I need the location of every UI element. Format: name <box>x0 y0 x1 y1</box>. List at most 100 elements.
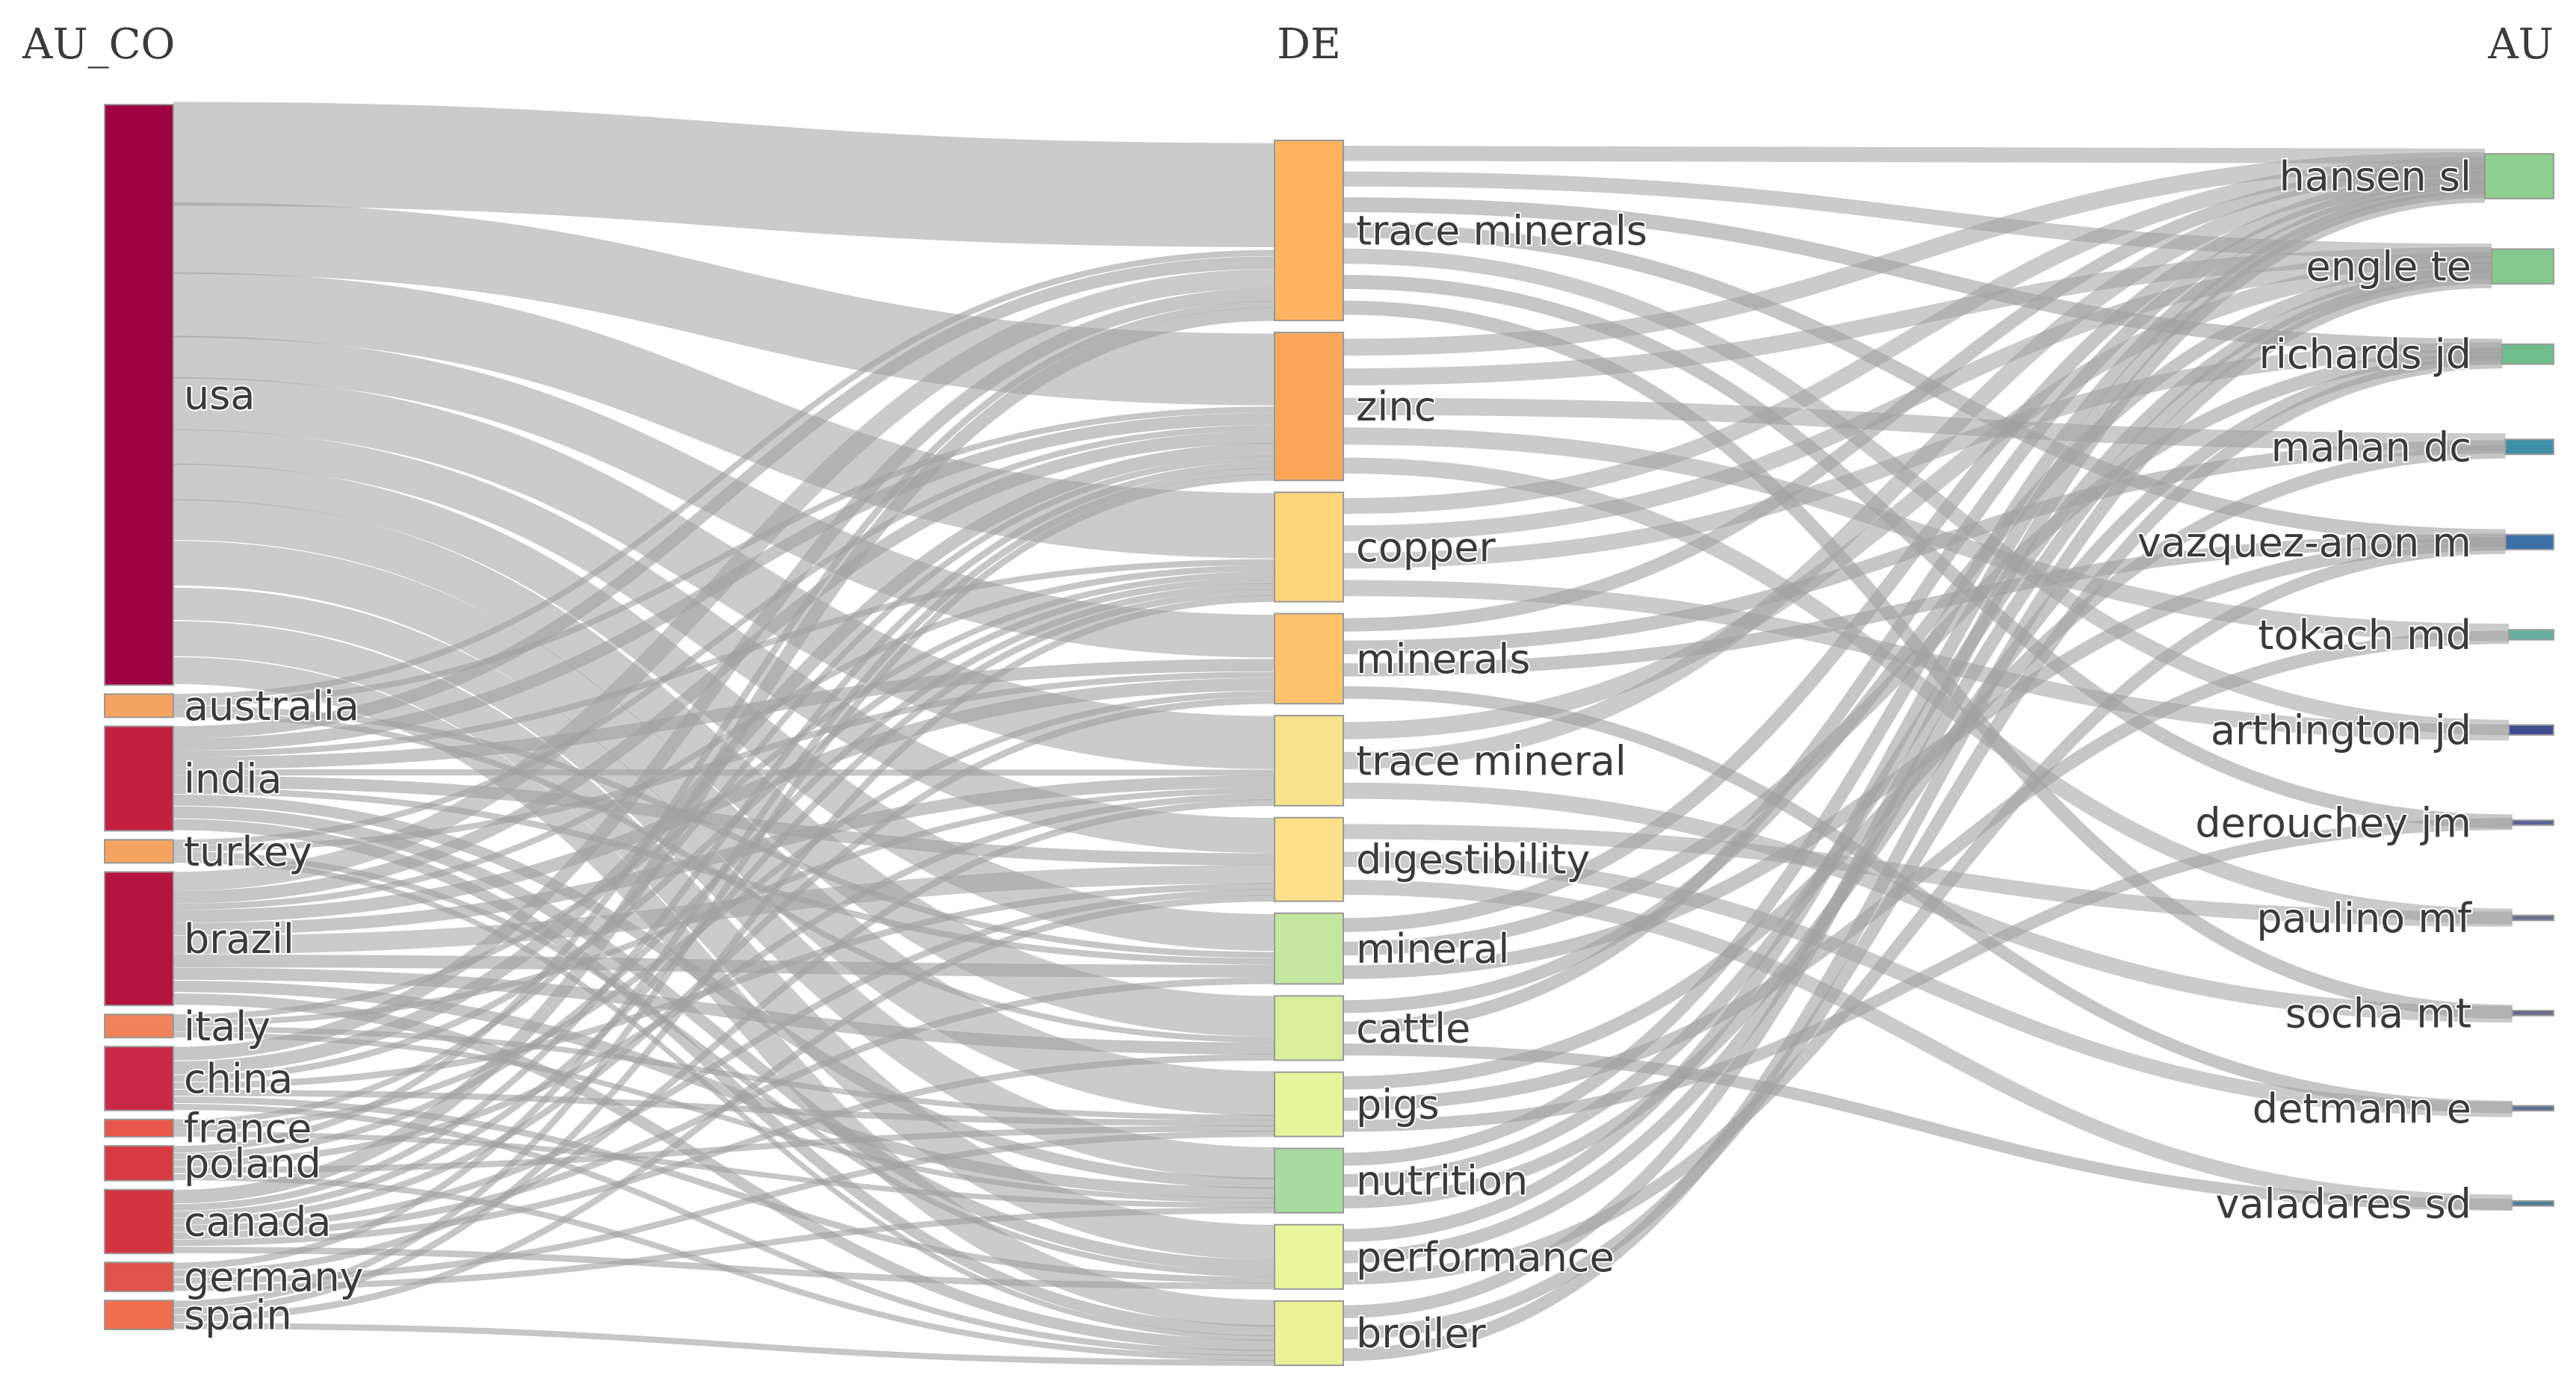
link-india-to-digestibility[interactable] <box>173 775 1275 866</box>
link-performance-to-hansen-sl[interactable] <box>1343 185 2486 1242</box>
link-canada-to-zinc[interactable] <box>173 462 1275 1211</box>
node-broiler[interactable] <box>1274 1300 1344 1366</box>
node-mineral[interactable] <box>1274 912 1344 985</box>
link-zinc-to-mahan-dc[interactable] <box>1343 397 2506 451</box>
node-nutrition[interactable] <box>1274 1147 1344 1214</box>
node-paulino-mf[interactable] <box>2511 914 2555 922</box>
node-tokach-md[interactable] <box>2508 629 2554 641</box>
link-brazil-to-mineral[interactable] <box>173 955 1275 978</box>
node-detmann-e[interactable] <box>2511 1105 2555 1112</box>
link-poland-to-trace-minerals[interactable] <box>173 301 1275 1153</box>
link-brazil-to-copper[interactable] <box>173 565 1275 910</box>
node-mahan-dc[interactable] <box>2504 438 2555 456</box>
link-broiler-to-engle-te[interactable] <box>1343 275 2492 1362</box>
node-spain[interactable] <box>104 1300 174 1331</box>
link-canada-to-cattle[interactable] <box>173 1054 1275 1247</box>
link-turkey-to-zinc[interactable] <box>173 425 1275 846</box>
link-performance-to-engle-te[interactable] <box>1343 270 2492 1264</box>
link-spain-to-digestibility[interactable] <box>173 895 1275 1322</box>
link-nutrition-to-richards-jd[interactable] <box>1343 352 2503 1208</box>
link-usa-to-trace-minerals[interactable] <box>173 102 1275 247</box>
link-australia-to-trace-minerals[interactable] <box>173 249 1275 701</box>
node-cattle[interactable] <box>1274 995 1344 1061</box>
link-india-to-mineral[interactable] <box>173 787 1275 965</box>
link-spain-to-broiler[interactable] <box>173 1323 1275 1366</box>
node-vazquez-anon-m[interactable] <box>2504 533 2555 550</box>
link-usa-to-mineral[interactable] <box>173 463 1275 952</box>
link-broiler-to-richards-jd[interactable] <box>1343 356 2503 1340</box>
link-brazil-to-trace-mineral[interactable] <box>173 775 1275 936</box>
node-trace-mineral[interactable] <box>1274 715 1344 807</box>
node-socha-mt[interactable] <box>2511 1010 2555 1017</box>
link-trace-mineral-to-engle-te[interactable] <box>1343 255 2492 739</box>
link-australia-to-zinc[interactable] <box>173 406 1275 706</box>
node-india[interactable] <box>104 725 174 832</box>
node-usa[interactable] <box>104 104 174 686</box>
node-arthington-jd[interactable] <box>2508 724 2554 736</box>
link-nutrition-to-hansen-sl[interactable] <box>1343 181 2486 1166</box>
link-canada-to-digestibility[interactable] <box>173 889 1275 1232</box>
link-turkey-to-broiler[interactable] <box>173 857 1275 1341</box>
link-china-to-trace-minerals[interactable] <box>173 288 1275 1061</box>
link-brazil-to-trace-minerals[interactable] <box>173 269 1275 892</box>
link-germany-to-zinc[interactable] <box>173 468 1275 1270</box>
link-brazil-to-cattle[interactable] <box>173 967 1275 1055</box>
node-richards-jd[interactable] <box>2501 343 2554 365</box>
link-china-to-digestibility[interactable] <box>173 883 1275 1089</box>
node-australia[interactable] <box>104 693 174 719</box>
link-india-to-minerals[interactable] <box>173 659 1275 770</box>
node-digestibility[interactable] <box>1274 816 1344 902</box>
node-trace-minerals[interactable] <box>1274 140 1344 322</box>
node-hansen-sl[interactable] <box>2484 153 2554 199</box>
node-canada[interactable] <box>104 1188 174 1255</box>
link-usa-to-digestibility[interactable] <box>173 429 1275 854</box>
link-germany-to-nutrition[interactable] <box>173 1207 1275 1291</box>
link-china-to-copper[interactable] <box>173 577 1275 1082</box>
node-turkey[interactable] <box>104 839 174 864</box>
node-minerals[interactable] <box>1274 612 1344 705</box>
link-trace-minerals-to-hansen-sl[interactable] <box>1343 146 2486 164</box>
link-cattle-to-engle-te[interactable] <box>1343 261 2492 1014</box>
node-pigs[interactable] <box>1274 1071 1344 1138</box>
link-brazil-to-nutrition[interactable] <box>173 981 1275 1199</box>
link-germany-to-trace-mineral[interactable] <box>173 799 1275 1277</box>
node-performance[interactable] <box>1274 1223 1344 1290</box>
node-germany[interactable] <box>104 1261 174 1293</box>
link-india-to-trace-minerals[interactable] <box>173 256 1275 739</box>
link-india-to-broiler[interactable] <box>173 819 1275 1337</box>
link-cattle-to-valadares-sd[interactable] <box>1343 1043 2512 1211</box>
link-spain-to-zinc[interactable] <box>173 474 1275 1308</box>
node-brazil[interactable] <box>104 871 174 1007</box>
link-minerals-to-hansen-sl[interactable] <box>1343 162 2486 632</box>
link-usa-to-nutrition[interactable] <box>173 587 1275 1180</box>
link-pigs-to-derouchey-jm[interactable] <box>1343 818 2512 1132</box>
link-pigs-to-tokach-md[interactable] <box>1343 630 2510 1111</box>
link-germany-to-pigs[interactable] <box>173 1130 1275 1284</box>
link-mineral-to-hansen-sl[interactable] <box>1343 171 2486 932</box>
link-india-to-nutrition[interactable] <box>173 794 1275 1189</box>
node-poland[interactable] <box>104 1145 174 1182</box>
link-france-to-zinc[interactable] <box>173 456 1275 1126</box>
node-derouchey-jm[interactable] <box>2511 819 2555 826</box>
link-copper-to-hansen-sl[interactable] <box>1343 157 2486 515</box>
link-brazil-to-minerals[interactable] <box>173 677 1275 923</box>
link-china-to-performance[interactable] <box>173 1096 1275 1284</box>
node-engle-te[interactable] <box>2491 248 2554 285</box>
node-copper[interactable] <box>1274 491 1344 603</box>
link-zinc-to-hansen-sl[interactable] <box>1343 152 2486 356</box>
link-trace-mineral-to-hansen-sl[interactable] <box>1343 165 2486 769</box>
link-france-to-minerals[interactable] <box>173 691 1275 1132</box>
link-spain-to-copper[interactable] <box>173 595 1275 1315</box>
link-italy-to-copper[interactable] <box>173 571 1275 1021</box>
link-broiler-to-hansen-sl[interactable] <box>1343 190 2486 1318</box>
node-zinc[interactable] <box>1274 332 1344 482</box>
node-france[interactable] <box>104 1118 174 1138</box>
link-canada-to-copper[interactable] <box>173 589 1275 1218</box>
link-india-to-copper[interactable] <box>173 559 1275 757</box>
link-minerals-to-vazquez-anon-m[interactable] <box>1343 533 2506 677</box>
link-nutrition-to-engle-te[interactable] <box>1343 266 2492 1188</box>
node-valadares-sd[interactable] <box>2511 1200 2555 1207</box>
link-canada-to-trace-minerals[interactable] <box>173 307 1275 1204</box>
link-cattle-to-hansen-sl[interactable] <box>1343 176 2486 1035</box>
node-italy[interactable] <box>104 1014 174 1039</box>
